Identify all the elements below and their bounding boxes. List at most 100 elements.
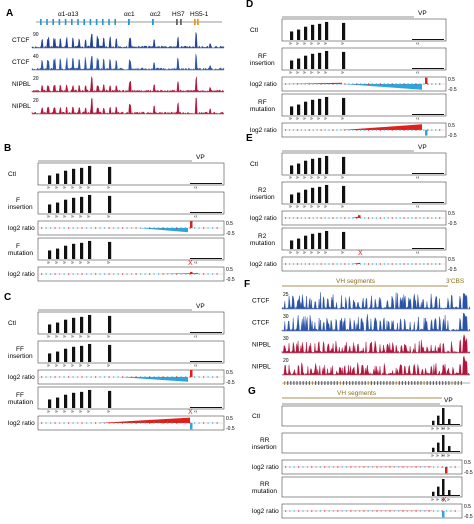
ratio-dot	[300, 129, 302, 131]
ratio-dot	[90, 422, 92, 424]
ratio-dot	[432, 510, 435, 512]
ratio-dot	[439, 263, 441, 265]
ratio-dot	[108, 227, 110, 229]
ratio-dot	[348, 263, 350, 265]
mutation-x-marker: X	[442, 497, 447, 504]
row-label: mutation	[250, 106, 275, 113]
4c-bar	[432, 491, 435, 496]
ratio-dot	[348, 129, 350, 131]
ratio-dot	[406, 510, 408, 512]
4c-bar	[88, 389, 92, 408]
arrow-marker: ‹‹	[416, 175, 420, 181]
ratio-dot	[340, 129, 342, 131]
ratio-dot	[108, 376, 110, 378]
ratio-dot	[167, 227, 169, 229]
ratio-dot	[316, 263, 318, 265]
arrow-marker: »	[55, 363, 58, 369]
arrow-marker: »	[310, 204, 313, 210]
row-label: log2 ratio	[250, 215, 277, 222]
ratio-scale-bottom: -0.5	[226, 426, 235, 432]
4c-bar	[56, 351, 60, 362]
ratio-dot	[285, 263, 287, 265]
ratio-dot	[423, 263, 425, 265]
ratio-dot	[131, 422, 133, 424]
ratio-dot	[63, 273, 65, 275]
ratio-area	[138, 228, 188, 233]
ratio-spike	[445, 467, 448, 474]
ratio-scale-bottom: -0.5	[448, 267, 457, 273]
ratio-dot	[419, 83, 421, 85]
ratio-dot	[171, 376, 173, 378]
ratio-dot	[363, 466, 365, 468]
ratio-dot	[375, 217, 378, 219]
ratio-dot	[45, 376, 47, 378]
gene-element-tick	[197, 19, 199, 25]
ratio-dot	[41, 376, 43, 378]
arrow-marker: ‹‹	[194, 185, 198, 191]
ratio-dot	[315, 510, 317, 512]
ratio-dot	[68, 376, 70, 378]
ratio-dot	[352, 263, 354, 265]
4c-bar	[290, 31, 294, 40]
arrow-marker: ‹‹	[416, 204, 420, 210]
ratio-dot	[337, 510, 339, 512]
arrow-marker: »	[55, 334, 58, 340]
ratio-dot	[180, 376, 182, 378]
ratio-area	[158, 273, 198, 274]
ratio-dot	[304, 217, 306, 219]
ratio-dot	[391, 263, 393, 265]
ratio-dot	[324, 217, 326, 219]
gene-alpha-tick	[40, 19, 42, 25]
ratio-dot	[311, 510, 313, 512]
ratio-scale-bottom: -0.5	[448, 221, 457, 227]
ratio-dot	[411, 129, 413, 131]
4c-bar	[80, 242, 84, 259]
ratio-dot	[324, 510, 326, 512]
ratio-dot	[411, 217, 413, 219]
4c-bar	[88, 165, 92, 184]
ratio-dot	[324, 83, 326, 85]
arrow-marker: »	[324, 116, 327, 122]
ratio-scale-bottom: -0.5	[464, 470, 473, 476]
ratio-scale-bottom: -0.5	[464, 514, 473, 520]
ratio-dot	[306, 510, 308, 512]
ratio-dot	[63, 422, 65, 424]
ratio-dot	[104, 422, 106, 424]
ratio-dot	[427, 263, 429, 265]
panel-f: F VH segments 3'CBS CTCF 25 CTCF 30 NIPBL 30 N…	[244, 278, 471, 385]
4c-bar	[304, 189, 308, 203]
ratio-dot	[198, 376, 200, 378]
gene-alpha-tick	[52, 19, 54, 25]
ratio-dot	[122, 376, 124, 378]
4c-bar	[290, 106, 294, 115]
ratio-dot	[328, 466, 330, 468]
panel-e-letter: E	[246, 133, 253, 144]
ratio-dot	[324, 466, 326, 468]
ratio-spike	[425, 130, 428, 136]
ratio-dot	[77, 376, 79, 378]
track-scale: 20	[33, 98, 39, 104]
4c-bar	[80, 345, 84, 362]
ratio-dot	[54, 227, 56, 229]
gene-alpha-tick	[77, 19, 79, 25]
ratio-dot	[298, 466, 300, 468]
ratio-dot	[306, 466, 308, 468]
arrow-marker: »	[303, 41, 306, 47]
ratio-dot	[203, 376, 205, 378]
ratio-dot	[371, 217, 374, 219]
ratio-dot	[50, 227, 52, 229]
ratio-dot	[437, 466, 439, 468]
arrow-marker: »	[87, 334, 90, 340]
ratio-dot	[315, 466, 317, 468]
ratio-dot	[158, 422, 160, 424]
row-label: log2 ratio	[8, 420, 35, 427]
ratio-dot	[389, 510, 391, 512]
4c-bar	[318, 98, 322, 115]
row-label: R2	[258, 187, 267, 194]
ratio-dot	[216, 422, 218, 424]
ratio-dot	[149, 376, 151, 378]
vp-label: VP	[444, 397, 453, 404]
ratio-dot	[117, 422, 119, 424]
ratio-dot	[104, 376, 106, 378]
